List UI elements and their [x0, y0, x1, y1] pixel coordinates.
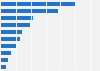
Bar [1, 30, 22, 34]
Bar [1, 9, 58, 13]
Bar [1, 51, 11, 55]
Bar [1, 37, 20, 41]
Bar [1, 2, 75, 6]
Bar [1, 16, 33, 20]
Bar [1, 58, 8, 62]
Bar [1, 65, 6, 69]
Bar [1, 23, 30, 27]
Bar [1, 44, 16, 48]
